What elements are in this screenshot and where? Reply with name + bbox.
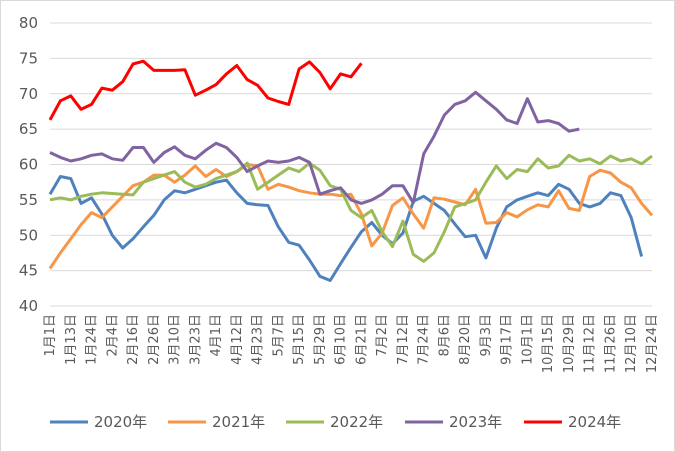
y-tick-label: 45 <box>19 262 38 280</box>
x-tick-label: 3月10日 <box>168 314 183 365</box>
x-tick-label: 10月29日 <box>562 314 577 373</box>
x-tick-label: 1月24日 <box>85 314 100 365</box>
x-tick-label: 6月10日 <box>334 314 349 365</box>
x-tick-label: 11月26日 <box>603 314 618 373</box>
x-tick-label: 9月3日 <box>479 314 494 357</box>
series-line <box>48 175 644 282</box>
series-line <box>48 59 363 121</box>
y-tick-label: 80 <box>19 14 38 32</box>
x-tick-label: 4月1日 <box>209 314 224 357</box>
x-tick-label: 5月29日 <box>313 314 328 365</box>
x-tick-label: 6月21日 <box>354 314 369 365</box>
x-tick-label: 10月15日 <box>541 314 556 373</box>
legend-label: 2024年 <box>568 413 621 431</box>
legend-label: 2023年 <box>449 413 502 431</box>
series-line <box>48 163 654 270</box>
x-tick-label: 4月23日 <box>251 314 266 365</box>
x-tick-label: 7月2日 <box>375 314 390 357</box>
x-tick-label: 1月13日 <box>64 314 79 365</box>
x-tick-label: 12月24日 <box>645 314 660 373</box>
legend-label: 2021年 <box>212 413 265 431</box>
x-tick-label: 8月6日 <box>437 314 452 357</box>
x-tick-label: 12月10日 <box>624 314 639 373</box>
x-tick-label: 2月26日 <box>147 314 162 365</box>
x-tick-label: 1月1日 <box>43 314 58 357</box>
x-tick-label: 5月15日 <box>292 314 307 365</box>
x-tick-label: 9月17日 <box>500 314 515 365</box>
x-tick-label: 5月7日 <box>271 314 286 357</box>
x-tick-label: 3月23日 <box>188 314 203 365</box>
y-tick-label: 70 <box>19 85 38 103</box>
x-tick-label: 2月16日 <box>126 314 141 365</box>
x-tick-label: 11月12日 <box>583 314 598 373</box>
y-tick-label: 50 <box>19 226 38 244</box>
series-line <box>49 153 653 263</box>
x-tick-label: 4月12日 <box>230 314 245 365</box>
y-tick-label: 60 <box>19 156 38 174</box>
y-tick-label: 75 <box>19 49 38 67</box>
y-tick-label: 40 <box>19 297 38 315</box>
legend-label: 2022年 <box>330 413 383 431</box>
x-tick-label: 10月1日 <box>520 314 535 365</box>
x-tick-label: 7月24日 <box>417 314 432 365</box>
y-tick-label: 65 <box>19 120 38 138</box>
y-tick-label: 55 <box>19 191 38 209</box>
series-line <box>49 90 580 205</box>
x-tick-label: 7月12日 <box>396 314 411 365</box>
x-tick-label: 2月4日 <box>105 314 120 357</box>
x-tick-label: 8月20日 <box>458 314 473 365</box>
legend-label: 2020年 <box>94 413 147 431</box>
